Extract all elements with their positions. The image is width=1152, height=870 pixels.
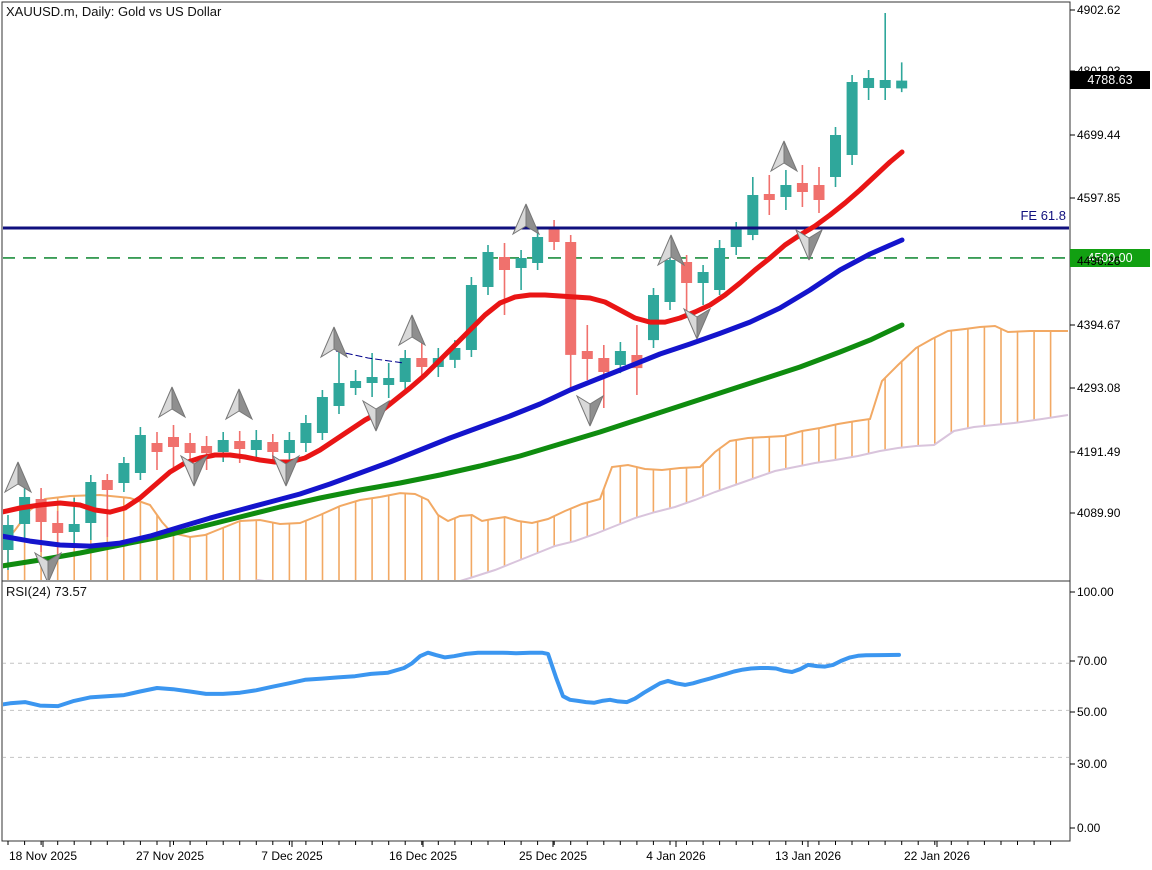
fractal-up-arrows xyxy=(3,140,799,494)
rsi-axis-label: 30.00 xyxy=(1077,757,1108,771)
chart-title: XAUUSD.m, Daily: Gold vs US Dollar xyxy=(6,4,222,19)
time-axis-label[interactable]: 18 Nov 2025 xyxy=(8,849,78,863)
time-axis-label[interactable]: 7 Dec 2025 xyxy=(261,849,323,863)
panel-borders xyxy=(1,1,1071,842)
trendline[interactable] xyxy=(335,350,405,364)
rsi-axis-label: 70.00 xyxy=(1077,654,1108,668)
price-axis-label: 4293.08 xyxy=(1077,381,1121,395)
level-price-badge: 4500.00 xyxy=(1070,249,1150,267)
price-axis-label: 4597.85 xyxy=(1077,191,1121,205)
axis-ticks xyxy=(7,9,1075,847)
ichimoku-cloud xyxy=(3,324,1069,580)
candlesticks xyxy=(3,13,908,570)
price-axis-label: 4394.67 xyxy=(1077,318,1121,332)
rsi-axis-label: 50.00 xyxy=(1077,705,1108,719)
time-axis-label[interactable]: 27 Nov 2025 xyxy=(135,849,205,863)
time-axis-label[interactable]: 4 Jan 2026 xyxy=(646,849,706,863)
price-axis-label: 4191.49 xyxy=(1077,445,1121,459)
time-axis-label[interactable]: 13 Jan 2026 xyxy=(774,849,842,863)
time-axis-label[interactable]: 16 Dec 2025 xyxy=(388,849,458,863)
ma-mid-blue xyxy=(3,237,905,549)
price-axis-label: 4801.03 xyxy=(1077,64,1121,78)
price-axis-label: 4699.44 xyxy=(1077,128,1121,142)
rsi-axis-label: 0.00 xyxy=(1077,821,1101,835)
price-axis-label: 4902.62 xyxy=(1077,3,1121,17)
time-axis-label[interactable]: 25 Dec 2025 xyxy=(518,849,588,863)
price-axis-label: 4496.26 xyxy=(1077,254,1121,268)
current-price-badge: 4788.63 xyxy=(1070,71,1150,89)
time-axis-label[interactable]: 22 Jan 2026 xyxy=(903,849,971,863)
rsi-indicator-label: RSI(24) 73.57 xyxy=(6,584,87,599)
rsi-axis-label: 100.00 xyxy=(1077,585,1114,599)
fibonacci-expansion-label: FE 61.8 xyxy=(1020,208,1066,223)
ma-fast-red xyxy=(3,149,905,515)
ma-slow-green xyxy=(3,322,905,569)
rsi-line xyxy=(3,650,901,709)
fractal-down-arrows xyxy=(33,228,824,580)
price-axis-label: 4089.90 xyxy=(1077,506,1121,520)
